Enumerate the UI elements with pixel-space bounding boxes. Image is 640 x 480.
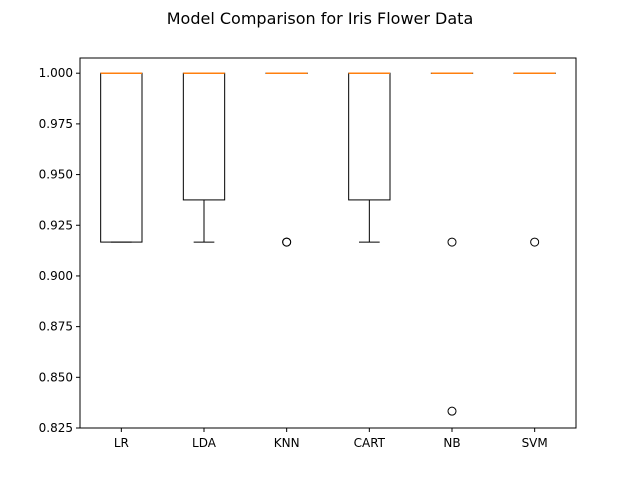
- x-tick-label: CART: [354, 436, 386, 450]
- y-tick-label: 0.950: [39, 168, 73, 182]
- y-tick-label: 0.900: [39, 269, 73, 283]
- flier-point: [447, 237, 457, 247]
- flier-point: [447, 406, 457, 416]
- box-lda: [182, 72, 226, 201]
- box-lr: [100, 72, 143, 243]
- axes-frame: [79, 57, 577, 429]
- box-cart: [348, 72, 391, 201]
- chart-title: Model Comparison for Iris Flower Data: [167, 9, 474, 28]
- y-tick-label: 1.000: [39, 66, 73, 80]
- y-tick-label: 0.925: [39, 218, 73, 232]
- x-tick-label: LDA: [192, 436, 217, 450]
- x-tick-label: KNN: [274, 436, 300, 450]
- x-tick-label: SVM: [522, 436, 548, 450]
- y-tick-label: 0.825: [39, 421, 73, 435]
- x-tick-label: LR: [114, 436, 129, 450]
- x-tick-label: NB: [443, 436, 460, 450]
- y-tick-label: 0.850: [39, 370, 73, 384]
- flier-point: [530, 237, 540, 247]
- y-tick-label: 0.975: [39, 117, 73, 131]
- flier-point: [282, 237, 292, 247]
- plot-area: 0.825 0.850 0.875 0.900 0.925 0.950 0.975 1.000…: [39, 66, 556, 450]
- y-tick-label: 0.875: [39, 320, 73, 334]
